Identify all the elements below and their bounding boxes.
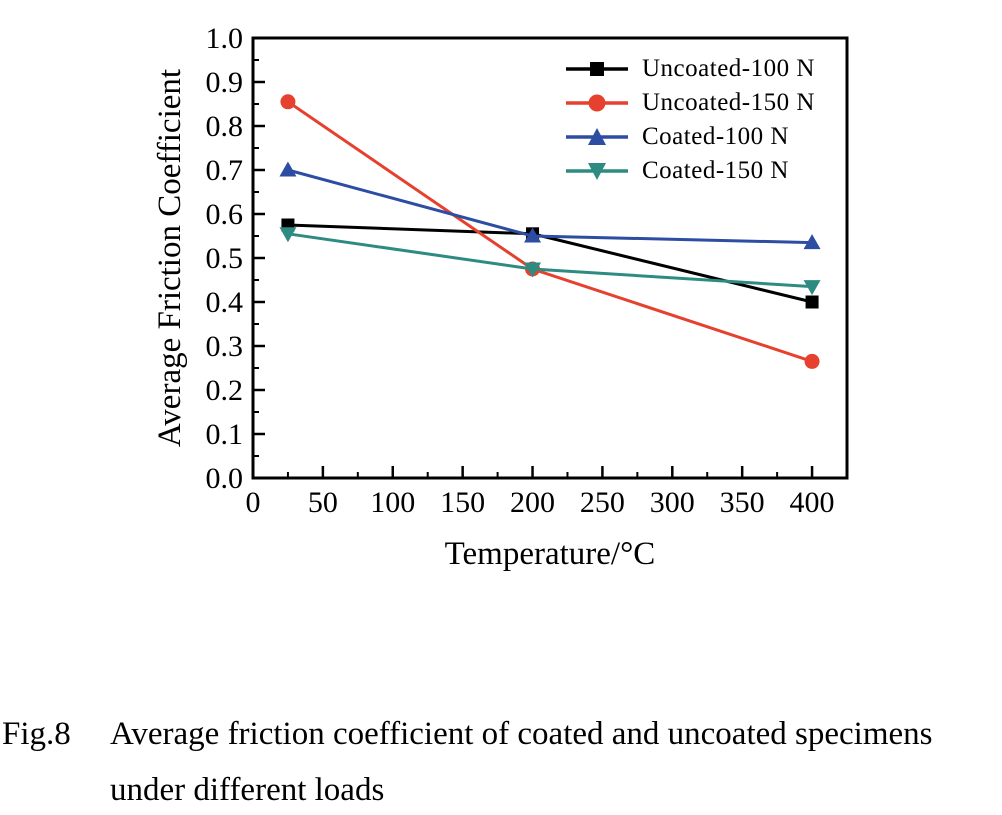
y-axis-tick-label: 1.0 — [206, 22, 244, 55]
legend-shape — [590, 62, 604, 76]
x-axis-tick-label: 0 — [246, 486, 261, 519]
series-coated-150-n — [279, 227, 821, 296]
data-point-marker — [804, 353, 820, 369]
data-point-marker — [524, 227, 542, 243]
data-point-marker — [279, 227, 297, 243]
legend-label: Uncoated-150 N — [642, 89, 815, 116]
legend-item: Coated-150 N — [565, 154, 815, 188]
x-axis-tick-label: 200 — [510, 486, 555, 519]
x-axis-title: Temperature/°C — [444, 536, 656, 572]
legend-label: Coated-150 N — [642, 157, 789, 184]
caption-text: Average friction coefficient of coated a… — [110, 716, 933, 752]
legend-label: Uncoated-100 N — [642, 55, 815, 82]
x-axis-tick-label: 100 — [370, 486, 415, 519]
legend-marker-triangle-down-icon — [566, 163, 628, 180]
x-axis-tick-label: 50 — [308, 486, 338, 519]
axis-ticks — [251, 36, 814, 480]
y-axis-tick-label: 0.7 — [206, 154, 244, 187]
legend-shape — [588, 128, 606, 145]
y-axis-tick-label: 0.0 — [206, 462, 244, 495]
line-chart: 0 50 100 150 200 250 300 350 400 0.0 0.1 0.2 0.3 0.4 0… — [206, 22, 849, 519]
figure-number-label: Fig.8 — [2, 716, 71, 752]
data-point-marker — [805, 295, 819, 309]
caption-line-2: under different loads — [110, 772, 385, 808]
legend-marker-triangle-up-icon — [566, 128, 628, 145]
y-axis-tick-label: 0.4 — [206, 286, 244, 319]
legend-marker-square-icon — [566, 62, 628, 76]
legend-label: Coated-100 N — [642, 123, 789, 150]
y-axis-tick-label: 0.6 — [206, 198, 244, 231]
axis-tick-labels: 0 50 100 150 200 250 300 350 400 0.0 0.1 0.2 0.3 0.4 0… — [206, 22, 835, 519]
legend-item: Uncoated-100 N — [565, 52, 815, 86]
legend: Uncoated-100 N Uncoated-150 N Coated-100… — [565, 52, 815, 188]
y-axis-tick-label: 0.9 — [206, 66, 244, 99]
x-axis-tick-label: 400 — [790, 486, 835, 519]
data-point-marker — [803, 280, 821, 296]
series-uncoated-100-n — [281, 218, 819, 309]
caption-line-1: Fig.8 Average friction coefficient of coa… — [2, 716, 1002, 753]
legend-item: Coated-100 N — [565, 120, 815, 154]
data-point-marker — [524, 262, 542, 278]
y-axis-tick-label: 0.8 — [206, 110, 244, 143]
x-axis-tick-label: 300 — [650, 486, 695, 519]
y-axis-tick-label: 0.3 — [206, 330, 244, 363]
data-point-marker — [280, 94, 296, 110]
x-axis-tick-label: 150 — [440, 486, 485, 519]
data-point-marker — [803, 234, 821, 250]
legend-item: Uncoated-150 N — [565, 86, 815, 120]
y-axis-tick-label: 0.5 — [206, 242, 244, 275]
x-axis-tick-label: 250 — [580, 486, 625, 519]
data-point-marker — [279, 161, 297, 177]
y-axis-title: Average Friction Coefficient — [152, 68, 188, 448]
y-axis-tick-label: 0.2 — [206, 374, 244, 407]
legend-marker-circle-icon — [566, 94, 628, 112]
legend-shape — [588, 94, 606, 112]
x-axis-tick-label: 350 — [720, 486, 765, 519]
y-axis-tick-label: 0.1 — [206, 418, 244, 451]
legend-shape — [588, 163, 606, 180]
series-coated-100-n — [279, 161, 821, 250]
